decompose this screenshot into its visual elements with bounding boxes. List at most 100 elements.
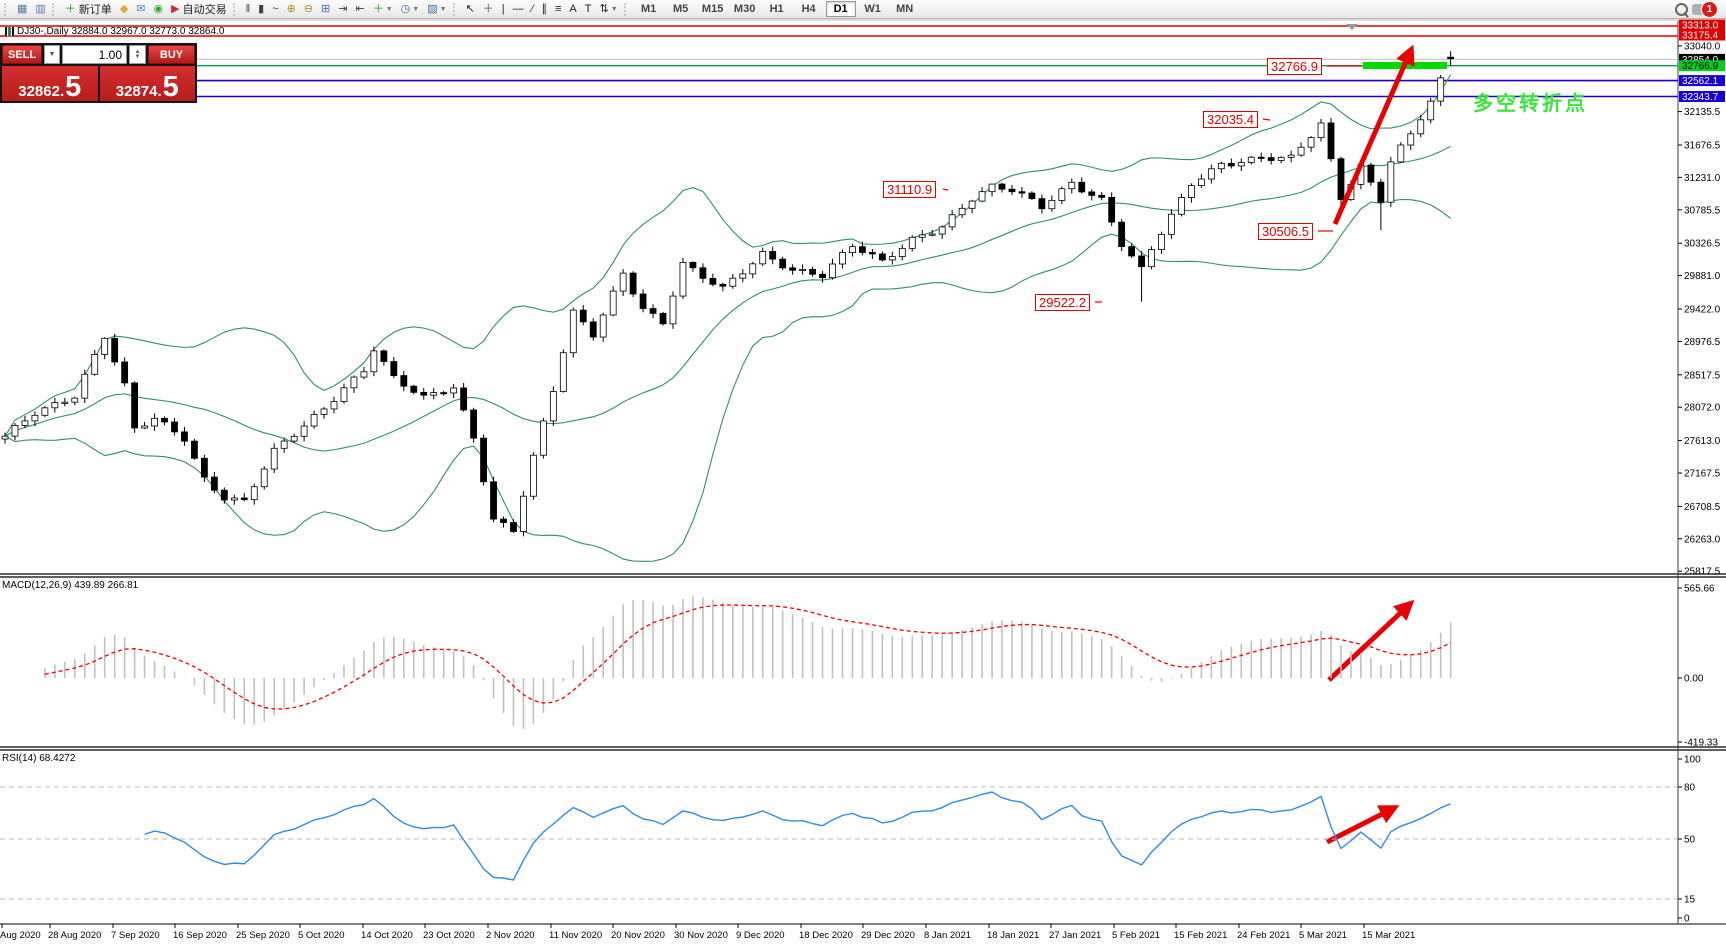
zoom-in-icon: ⊕ (286, 2, 296, 15)
svg-text:15 Mar 2021: 15 Mar 2021 (1362, 930, 1415, 941)
notification-badge[interactable]: 1 (1701, 0, 1718, 18)
candlestick-icon[interactable]: ▮ (255, 1, 267, 17)
trendline-icon[interactable]: ∕ (529, 1, 537, 17)
community-icon: ◉ (153, 2, 164, 15)
timeframe-m15[interactable]: M15 (701, 3, 724, 15)
chat-bubble-icon[interactable] (1692, 3, 1705, 15)
svg-text:27167.5: 27167.5 (1684, 469, 1721, 480)
new-order-button[interactable]: ＋新订单 (62, 1, 115, 17)
timeframe-mn[interactable]: MN (896, 3, 914, 15)
chart-title-text: DJ30-,Daily 32884.0 32967.0 32773.0 3286… (17, 26, 225, 37)
svg-text:23 Oct 2020: 23 Oct 2020 (423, 930, 475, 941)
profiles-icon: ▥ (35, 2, 46, 15)
price-callout: 32035.4 (1203, 111, 1258, 128)
svg-text:33175.4: 33175.4 (1682, 31, 1719, 42)
arrows-icon[interactable]: ⇅ ▼ (596, 1, 620, 17)
svg-text:18 Dec 2020: 18 Dec 2020 (799, 930, 853, 941)
new-chart-icon: ▦ (17, 2, 28, 15)
trend-arrow (1327, 599, 1415, 682)
market-icon[interactable]: ◆ (117, 1, 131, 17)
sell-button[interactable]: SELL (2, 45, 42, 64)
svg-text:16 Sep 2020: 16 Sep 2020 (173, 930, 227, 941)
toolbar: ▦ ▥ ＋新订单 ◆ ✉ ◉ ▶ 自动交易 ‖ ▮ ~ ⊕ ⊖ ⊞ ⇥ ⇤ ＋ ▼ ◷ ▼ ▨ ▼ ↖ ＋ | — ∕ ∥ ≡ A T ⇅ ▼ M… (0, 0, 1726, 19)
chevron-down-icon: ▼ (610, 5, 618, 13)
candlestick-icon: ▮ (258, 2, 265, 15)
volume-input[interactable]: 1.00 (62, 45, 127, 64)
templates-icon[interactable]: ▨ ▼ (424, 1, 449, 17)
cursor-icon[interactable]: ↖ (463, 1, 478, 17)
chevron-down-icon: ▼ (412, 5, 420, 13)
tile-windows-icon[interactable]: ⊞ (318, 1, 333, 17)
profiles-icon[interactable]: ▥ (32, 1, 48, 17)
label-icon[interactable]: T (582, 1, 595, 17)
line-chart-icon: ~ (272, 2, 279, 15)
svg-text:7 Sep 2020: 7 Sep 2020 (111, 930, 160, 941)
macd-label: MACD(12,26,9) 439.89 266.81 (2, 580, 139, 591)
periods-icon: ◷ (400, 2, 411, 15)
crosshair-icon: ＋ (482, 2, 494, 15)
autotrading-button[interactable]: ▶ 自动交易 (168, 1, 229, 17)
svg-text:30326.5: 30326.5 (1684, 239, 1721, 250)
svg-text:29 Dec 2020: 29 Dec 2020 (861, 930, 915, 941)
svg-text:32343.7: 32343.7 (1682, 92, 1719, 103)
crosshair-icon[interactable]: ＋ (480, 1, 497, 17)
volume-stepper[interactable]: ▲ ▼ (129, 45, 146, 64)
svg-text:5 Mar 2021: 5 Mar 2021 (1299, 930, 1347, 941)
volume-dropdown[interactable]: ▼ (44, 45, 60, 64)
toolbar-group-handle (232, 2, 239, 16)
chart-canvas[interactable]: 33313.033175.433040.032854.032766.932562… (0, 19, 1726, 944)
svg-text:0.00: 0.00 (1684, 674, 1704, 685)
chart-shift-icon[interactable]: ⇤ (353, 1, 368, 17)
search-icon[interactable] (1675, 2, 1688, 16)
zoom-out-icon[interactable]: ⊖ (301, 1, 316, 17)
svg-text:25817.5: 25817.5 (1684, 567, 1721, 578)
buy-button[interactable]: BUY (148, 45, 195, 64)
svg-text:26708.5: 26708.5 (1684, 502, 1721, 513)
market-icon: ◆ (119, 2, 129, 15)
horizontal-line-icon[interactable]: — (510, 1, 527, 17)
timeframe-h4[interactable]: H4 (801, 3, 816, 15)
svg-text:28072.0: 28072.0 (1684, 403, 1721, 414)
svg-text:20 Nov 2020: 20 Nov 2020 (611, 930, 665, 941)
svg-text:29422.0: 29422.0 (1684, 305, 1721, 316)
svg-text:28 Aug 2020: 28 Aug 2020 (48, 930, 101, 941)
community-icon[interactable]: ◉ (151, 1, 167, 17)
indicators-icon[interactable]: ＋ ▼ (370, 1, 396, 17)
periods-icon[interactable]: ◷ ▼ (398, 1, 423, 17)
svg-text:80: 80 (1684, 783, 1696, 794)
buy-price[interactable]: 32874. 5 (99, 66, 195, 101)
timeframe-m30[interactable]: M30 (733, 3, 756, 15)
autotrading-button: ▶ (171, 2, 180, 15)
chart-shift-icon: ⇤ (355, 2, 365, 15)
timeframe-m1[interactable]: M1 (640, 3, 657, 15)
auto-scroll-icon: ⇥ (338, 2, 348, 15)
text-icon[interactable]: A (566, 1, 579, 17)
zoom-in-icon[interactable]: ⊕ (284, 1, 299, 17)
channel-icon[interactable]: ∥ (538, 1, 550, 17)
svg-text:31231.0: 31231.0 (1684, 173, 1721, 184)
toolbar-group-handle (51, 2, 58, 16)
templates-icon: ▨ (427, 2, 438, 15)
timeframe-w1[interactable]: W1 (864, 3, 881, 15)
new-chart-icon[interactable]: ▦ (14, 1, 30, 17)
bar-chart-icon[interactable]: ‖ (243, 1, 254, 17)
fibonacci-icon: ≡ (554, 2, 562, 15)
line-chart-icon[interactable]: ~ (269, 1, 281, 17)
svg-text:50: 50 (1684, 835, 1696, 846)
cursor-icon: ↖ (465, 2, 475, 15)
timeframe-d1[interactable]: D1 (825, 1, 856, 17)
timeframe-h1[interactable]: H1 (769, 3, 784, 15)
svg-text:Aug 2020: Aug 2020 (0, 930, 41, 941)
vertical-line-icon[interactable]: | (499, 1, 508, 17)
auto-scroll-icon[interactable]: ⇥ (335, 1, 350, 17)
svg-text:26263.0: 26263.0 (1684, 534, 1721, 545)
timeframe-m5[interactable]: M5 (672, 3, 689, 15)
candles (1, 51, 1455, 537)
svg-text:15: 15 (1684, 895, 1696, 906)
svg-text:28517.5: 28517.5 (1684, 370, 1721, 381)
messenger-icon[interactable]: ✉ (133, 1, 148, 17)
svg-text:27 Jan 2021: 27 Jan 2021 (1049, 930, 1101, 941)
sell-price[interactable]: 32862. 5 (2, 66, 98, 101)
svg-text:28976.5: 28976.5 (1684, 337, 1721, 348)
fibonacci-icon[interactable]: ≡ (552, 1, 564, 17)
